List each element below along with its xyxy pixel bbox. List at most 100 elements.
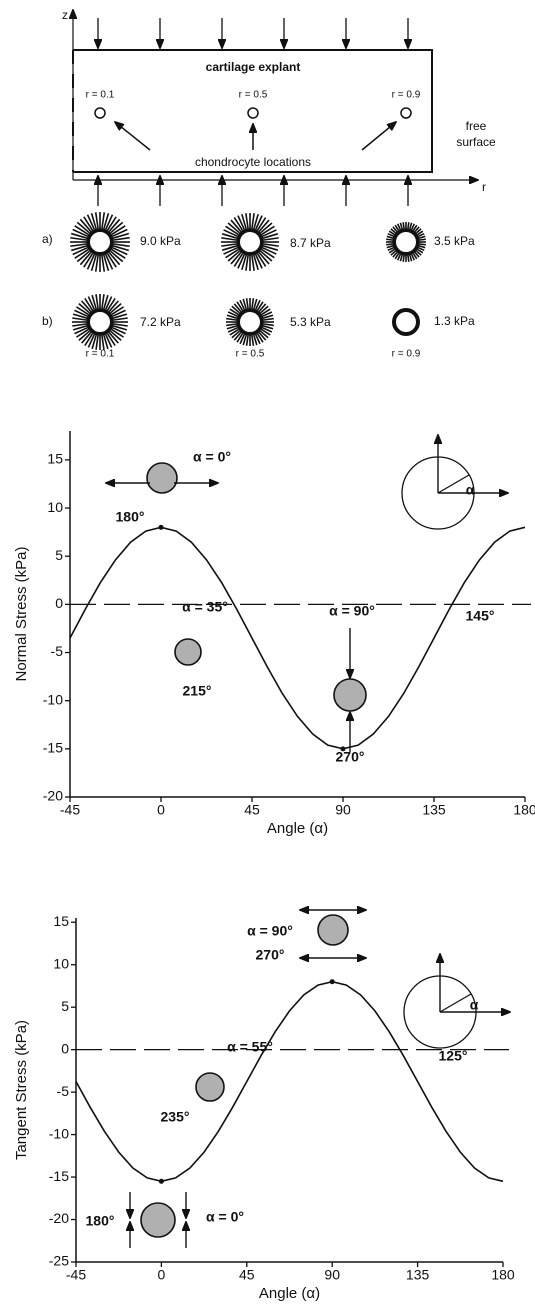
cell-location [400, 107, 412, 119]
cell [140, 1202, 176, 1238]
cell-spike [262, 327, 273, 333]
cell-spike [229, 308, 239, 316]
y-tick-label: -20 [49, 1210, 69, 1226]
cell-spike [387, 232, 394, 237]
cell-spike [72, 313, 87, 319]
extremum-dot [329, 979, 335, 985]
x-tick-label: 90 [335, 802, 351, 818]
cell-spike [91, 335, 97, 350]
cell-spike [72, 247, 88, 256]
cell-spike [251, 213, 255, 229]
cell-spike [78, 330, 90, 341]
y-tick-label: -15 [49, 1168, 69, 1184]
cell-spike [411, 223, 416, 230]
cell-spike [263, 314, 274, 319]
cell-spike [70, 245, 87, 252]
cell-spike [241, 255, 247, 271]
cell-spike [242, 335, 247, 346]
cell-spike [108, 300, 119, 312]
cell-spike [387, 247, 394, 252]
cell-spike [419, 245, 426, 249]
cell-spike [113, 243, 130, 248]
cell-spike [253, 298, 258, 309]
curve [69, 526, 526, 750]
cell-spike [262, 229, 277, 237]
cell [86, 308, 114, 336]
cell-spike [237, 215, 245, 230]
y-tick-label: 15 [53, 913, 69, 929]
position-label: r = 0.9 [392, 90, 421, 101]
x-tick-label: 45 [239, 1267, 255, 1283]
cell-spike [226, 325, 237, 330]
cell-spike [101, 335, 105, 350]
cell-spike [86, 214, 95, 230]
cell-spike [87, 334, 95, 348]
cell-spike [399, 255, 403, 262]
cell-spike [112, 327, 126, 335]
annotation: α = 0° [193, 449, 231, 465]
cell-spike [419, 243, 426, 246]
cell-spike [111, 248, 126, 259]
cell-spike [113, 232, 130, 239]
x-tick-label: -45 [60, 802, 80, 818]
position-label: r = 0.5 [239, 90, 268, 101]
position-label: r = 0.1 [86, 90, 115, 101]
cell-spike [262, 247, 277, 255]
cell-spike [78, 303, 90, 314]
cell-spike [76, 221, 90, 234]
annotation: 235° [161, 1109, 190, 1125]
cell [174, 638, 202, 666]
cell-spike [90, 212, 97, 229]
cell-spike [108, 332, 119, 344]
cell-spike [225, 248, 239, 259]
cell-spike [241, 213, 247, 229]
cell-spike [94, 255, 99, 272]
y-tick-label: 5 [55, 547, 63, 563]
cell [236, 228, 264, 256]
cell-spike [402, 255, 405, 262]
cell-spike [253, 213, 259, 229]
cell-spike [258, 303, 267, 312]
cell-spike [233, 217, 244, 231]
cell-spike [263, 317, 274, 321]
cell-spike [86, 254, 95, 270]
cell-spike [417, 248, 424, 254]
cell-spike [417, 230, 424, 236]
cell-spike [263, 233, 279, 239]
x-tick-label: 45 [244, 802, 260, 818]
cell-spike [81, 332, 92, 344]
cell-spike [245, 213, 249, 229]
z-label: z [62, 8, 68, 22]
cell-spike [416, 250, 422, 256]
cell-spike [105, 214, 114, 230]
cell-spike [419, 238, 426, 241]
cell-spike [256, 217, 267, 231]
cell-spike [414, 226, 420, 232]
row-position-label: r = 0.5 [236, 349, 265, 360]
cell-spike [411, 254, 416, 261]
y-axis-label: Normal Stress (kPa) [13, 546, 30, 681]
cell-spike [386, 235, 393, 239]
cell-spike [72, 323, 87, 327]
cell-spike [101, 294, 105, 309]
cell-spike [233, 332, 242, 341]
cell [86, 228, 114, 256]
row-label: b) [42, 314, 53, 328]
cell-spike [390, 228, 396, 234]
cell-spike [227, 327, 238, 333]
y-tick-label: 15 [47, 451, 63, 467]
cell-spike [106, 333, 116, 346]
cell-spike [113, 317, 128, 321]
annotation: 145° [466, 608, 495, 624]
pressure-label: 1.3 kPa [434, 314, 475, 328]
cell-spike [416, 228, 422, 234]
cell-spike [113, 323, 128, 327]
cell-spike [95, 294, 99, 309]
cell-spike [101, 212, 106, 229]
pressure-label: 5.3 kPa [290, 315, 331, 329]
row-label: a) [42, 232, 53, 246]
cell-spike [255, 215, 263, 230]
cell-spike [106, 216, 117, 231]
x-tick-label: -45 [66, 1267, 86, 1283]
explant-box [73, 49, 433, 173]
